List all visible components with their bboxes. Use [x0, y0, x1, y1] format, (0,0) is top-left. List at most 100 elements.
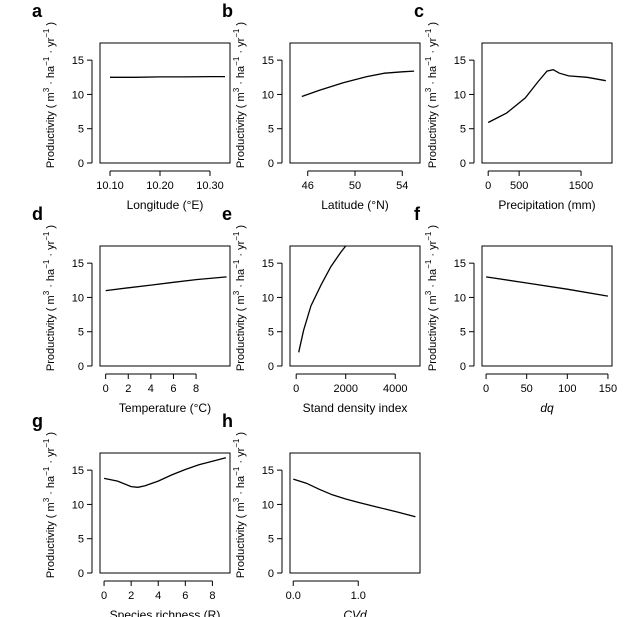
- y-axis-title-part: ( m: [427, 295, 439, 311]
- plot-frame: [99, 42, 231, 164]
- x-tick-label: 150: [599, 383, 617, 395]
- x-tick-label: 0: [483, 383, 489, 395]
- y-axis-title: Productivity ( m3 · ha−1 · yr−1 ): [232, 225, 247, 371]
- y-axis-title-part: · yr: [45, 447, 57, 466]
- x-tick-label: 2: [125, 383, 131, 395]
- y-tick-label: 0: [268, 568, 274, 580]
- y-tick-label: 5: [78, 124, 84, 136]
- y-axis-title-part: · ha: [45, 475, 57, 498]
- y-tick-label: 10: [454, 89, 466, 101]
- series-line: [298, 245, 347, 353]
- y-axis-title-part: Productivity: [235, 311, 247, 371]
- y-axis-title-exponent: 3: [232, 497, 241, 502]
- y-tick-label: 0: [460, 158, 466, 170]
- series-line: [301, 70, 415, 98]
- x-axis-title: dq: [540, 401, 554, 415]
- x-tick-label: 4: [148, 383, 154, 395]
- y-axis-title-exponent: −1: [232, 231, 241, 241]
- y-axis-title-exponent: −1: [42, 259, 51, 269]
- y-axis-title-exponent: −1: [232, 438, 241, 448]
- y-axis-title: Productivity ( m3 · ha−1 · yr−1 ): [424, 22, 439, 168]
- x-tick-label: 2: [128, 590, 134, 602]
- panel-c: c 0 5 10 15 0 500 1500 Precipitation (mm) Product…: [414, 1, 613, 212]
- y-axis-title-exponent: −1: [232, 28, 241, 38]
- x-axis-title: Latitude (°N): [321, 198, 389, 212]
- y-tick-label: 5: [460, 124, 466, 136]
- y-axis-title-part: Productivity: [45, 108, 57, 168]
- x-tick-label: 8: [209, 590, 215, 602]
- y-axis-title-exponent: −1: [424, 259, 433, 269]
- y-axis-title-exponent: −1: [424, 56, 433, 66]
- y-axis-title-part: ): [45, 225, 57, 232]
- panel-label-e: e: [222, 204, 232, 224]
- series-line: [105, 276, 227, 292]
- panel-a: a 0 5 10 15 10.10 10.20 10.30 Longitude (°E) Prod…: [32, 1, 231, 212]
- panel-b: b 0 5 10 15 46 50 54 Latitude (°N) Productivity (…: [222, 1, 421, 212]
- y-axis-title-exponent: −1: [424, 231, 433, 241]
- y-tick-label: 15: [262, 258, 274, 270]
- y-axis-title-part: · ha: [235, 475, 247, 498]
- x-tick-label: 10.30: [196, 180, 224, 192]
- y-axis-title-exponent: −1: [42, 466, 51, 476]
- y-axis-title-part: · ha: [235, 268, 247, 291]
- y-tick-label: 15: [72, 55, 84, 67]
- x-tick-label: 0: [101, 590, 107, 602]
- y-axis-title-part: Productivity: [427, 108, 439, 168]
- x-tick-label: 46: [302, 180, 314, 192]
- y-axis-title-part: ( m: [45, 295, 57, 311]
- y-axis-title-part: Productivity: [427, 311, 439, 371]
- x-axis-title: CVd: [343, 608, 367, 617]
- y-axis-title-part: ): [235, 432, 247, 439]
- y-tick-label: 0: [268, 158, 274, 170]
- y-axis-title-part: · yr: [427, 240, 439, 259]
- panel-label-a: a: [32, 1, 43, 21]
- y-axis-title-part: ( m: [235, 92, 247, 108]
- y-axis-title-exponent: −1: [232, 466, 241, 476]
- plot-frame: [289, 42, 421, 164]
- y-axis-title-part: · yr: [235, 240, 247, 259]
- x-tick-label: 6: [182, 590, 188, 602]
- x-tick-label: 54: [396, 180, 408, 192]
- x-tick-label: 6: [170, 383, 176, 395]
- panel-label-f: f: [414, 204, 421, 224]
- panel-e: e 0 5 10 15 0 2000 4000 Stand density index Produ…: [222, 204, 421, 415]
- y-axis-title-exponent: 3: [42, 290, 51, 295]
- y-tick-label: 10: [72, 89, 84, 101]
- y-tick-label: 15: [262, 465, 274, 477]
- y-axis-title-exponent: −1: [424, 28, 433, 38]
- x-tick-label: 100: [558, 383, 576, 395]
- y-axis-title-part: · ha: [235, 65, 247, 88]
- y-tick-label: 10: [262, 89, 274, 101]
- y-axis-title-part: ): [235, 22, 247, 29]
- y-axis-title-exponent: −1: [42, 231, 51, 241]
- y-axis-title-part: ): [427, 225, 439, 232]
- y-axis-title-part: · yr: [235, 447, 247, 466]
- y-tick-label: 10: [262, 499, 274, 511]
- x-axis-title: Longitude (°E): [127, 198, 204, 212]
- y-axis-title-part: ( m: [45, 502, 57, 518]
- y-axis-title-exponent: −1: [232, 259, 241, 269]
- y-tick-label: 15: [454, 55, 466, 67]
- y-axis-title: Productivity ( m3 · ha−1 · yr−1 ): [424, 225, 439, 371]
- y-tick-label: 10: [454, 292, 466, 304]
- y-axis-title-part: Productivity: [235, 108, 247, 168]
- y-axis-title-exponent: 3: [42, 87, 51, 92]
- panel-label-h: h: [222, 411, 233, 431]
- plot-frame: [481, 245, 613, 367]
- y-tick-label: 0: [268, 361, 274, 373]
- x-tick-label: 8: [193, 383, 199, 395]
- y-tick-label: 5: [460, 327, 466, 339]
- plot-frame: [289, 452, 421, 574]
- y-tick-label: 15: [262, 55, 274, 67]
- y-axis-title-part: Productivity: [45, 518, 57, 578]
- y-tick-label: 5: [268, 124, 274, 136]
- panel-label-b: b: [222, 1, 233, 21]
- panel-g: g 0 5 10 15 0 2 4 6 8 Species richness (R) Producti…: [32, 411, 231, 617]
- x-tick-label: 0: [103, 383, 109, 395]
- y-tick-label: 0: [460, 361, 466, 373]
- plot-frame: [289, 245, 421, 367]
- y-tick-label: 0: [78, 158, 84, 170]
- series-line: [110, 75, 225, 78]
- y-axis-title: Productivity ( m3 · ha−1 · yr−1 ): [42, 225, 57, 371]
